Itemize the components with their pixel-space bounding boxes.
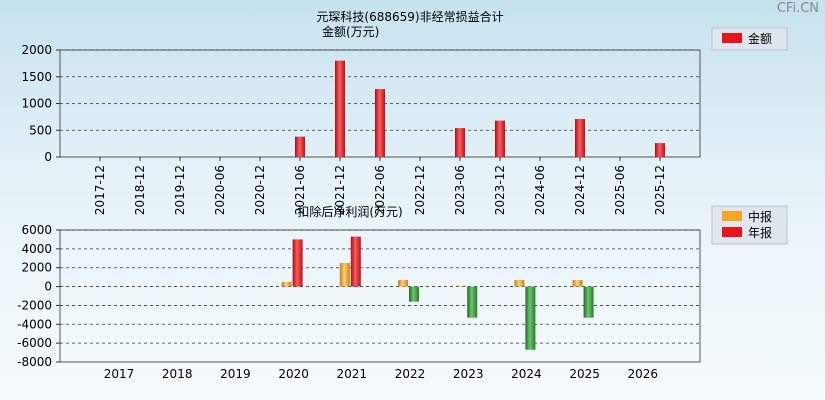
bottom-bar-interim bbox=[398, 279, 408, 287]
top-legend: 金额 bbox=[711, 27, 788, 51]
top-xtick-label: 2021-12 bbox=[333, 165, 347, 215]
watermark: CFi.CN bbox=[776, 1, 819, 16]
top-xtick-label: 2022-06 bbox=[373, 165, 387, 215]
bottom-xtick-label: 2026 bbox=[628, 367, 659, 381]
bottom-xtick-label: 2018 bbox=[162, 367, 193, 381]
top-xtick-label: 2022-12 bbox=[413, 165, 427, 215]
bottom-bar-interim bbox=[339, 263, 350, 287]
bottom-xtick-label: 2021 bbox=[337, 367, 368, 381]
bottom-legend-label-annual: 年报 bbox=[748, 225, 772, 240]
bottom-plot-frame bbox=[59, 229, 701, 363]
top-bar-amount bbox=[495, 120, 505, 157]
bottom-ytick-label: -4000 bbox=[17, 317, 52, 331]
bottom-bar-annual bbox=[409, 286, 419, 302]
top-xtick-label: 2024-12 bbox=[573, 165, 587, 215]
bottom-ytick-label: 6000 bbox=[21, 223, 52, 237]
top-bar-amount bbox=[575, 119, 585, 157]
chart-marks: 0 500 1000 1500 2000 2017-12 2018-12 2019-12 202… bbox=[17, 43, 701, 381]
bottom-ytick-label: 4000 bbox=[21, 242, 52, 256]
top-bar-amount bbox=[295, 136, 305, 157]
bottom-ytick-label: -8000 bbox=[17, 355, 52, 369]
top-xtick-label: 2021-06 bbox=[293, 165, 307, 215]
top-ytick-label: 1500 bbox=[21, 70, 52, 84]
top-xtick-label: 2019-12 bbox=[173, 165, 187, 215]
top-chart-title: 元琛科技(688659)非经常损益合计 bbox=[316, 9, 503, 24]
top-xtick-label: 2018-12 bbox=[133, 165, 147, 215]
bottom-bar-annual bbox=[525, 286, 536, 350]
top-xtick-label: 2024-06 bbox=[533, 165, 547, 215]
bottom-bar-interim bbox=[572, 279, 583, 287]
top-xtick-label: 2025-12 bbox=[653, 165, 667, 215]
bottom-bar-annual bbox=[583, 286, 594, 318]
bottom-bar-annual bbox=[350, 236, 361, 287]
bottom-bar-annual bbox=[292, 239, 303, 287]
top-bar-amount bbox=[455, 128, 465, 157]
top-ytick-label: 1000 bbox=[21, 97, 52, 111]
bottom-xtick-label: 2020 bbox=[278, 367, 309, 381]
top-xtick-label: 2023-06 bbox=[453, 165, 467, 215]
bottom-bar-interim bbox=[456, 285, 467, 287]
top-chart-subtitle: 金额(万元) bbox=[322, 24, 379, 39]
bottom-ytick-label: 2000 bbox=[21, 261, 52, 275]
top-ytick-label: 0 bbox=[44, 150, 52, 164]
bottom-xtick-label: 2017 bbox=[104, 367, 135, 381]
top-legend-label-amount: 金额 bbox=[748, 31, 772, 46]
bottom-legend-swatch-annual bbox=[722, 227, 742, 237]
bottom-legend-label-interim: 中报 bbox=[748, 209, 772, 224]
bottom-ytick-label: -6000 bbox=[17, 336, 52, 350]
top-xtick-label: 2020-12 bbox=[253, 165, 267, 215]
bottom-xtick-label: 2024 bbox=[511, 367, 542, 381]
bottom-bar-interim bbox=[281, 281, 292, 287]
top-legend-swatch-amount bbox=[722, 33, 742, 43]
bottom-ytick-label: 0 bbox=[44, 280, 52, 294]
bottom-legend-swatch-interim bbox=[722, 211, 742, 221]
bottom-xtick-label: 2023 bbox=[453, 367, 484, 381]
bottom-legend: 中报 年报 bbox=[711, 205, 788, 245]
top-ytick-label: 500 bbox=[29, 123, 52, 137]
bottom-bar-annual bbox=[467, 286, 478, 318]
bottom-bar-interim bbox=[514, 279, 525, 287]
top-bar-amount bbox=[655, 143, 665, 157]
top-ytick-label: 2000 bbox=[21, 43, 52, 57]
top-xtick-label: 2023-12 bbox=[493, 165, 507, 215]
top-bar-amount bbox=[375, 89, 385, 157]
bottom-xtick-label: 2022 bbox=[395, 367, 426, 381]
bottom-xtick-label: 2019 bbox=[220, 367, 251, 381]
top-xtick-label: 2020-06 bbox=[213, 165, 227, 215]
bottom-xtick-label: 2025 bbox=[569, 367, 600, 381]
top-bar-amount bbox=[335, 60, 345, 158]
bottom-chart-title: 扣除后净利润(万元) bbox=[297, 204, 402, 219]
top-xtick-label: 2025-06 bbox=[613, 165, 627, 215]
top-xtick-label: 2017-12 bbox=[93, 165, 107, 215]
bottom-ytick-label: -2000 bbox=[17, 298, 52, 312]
